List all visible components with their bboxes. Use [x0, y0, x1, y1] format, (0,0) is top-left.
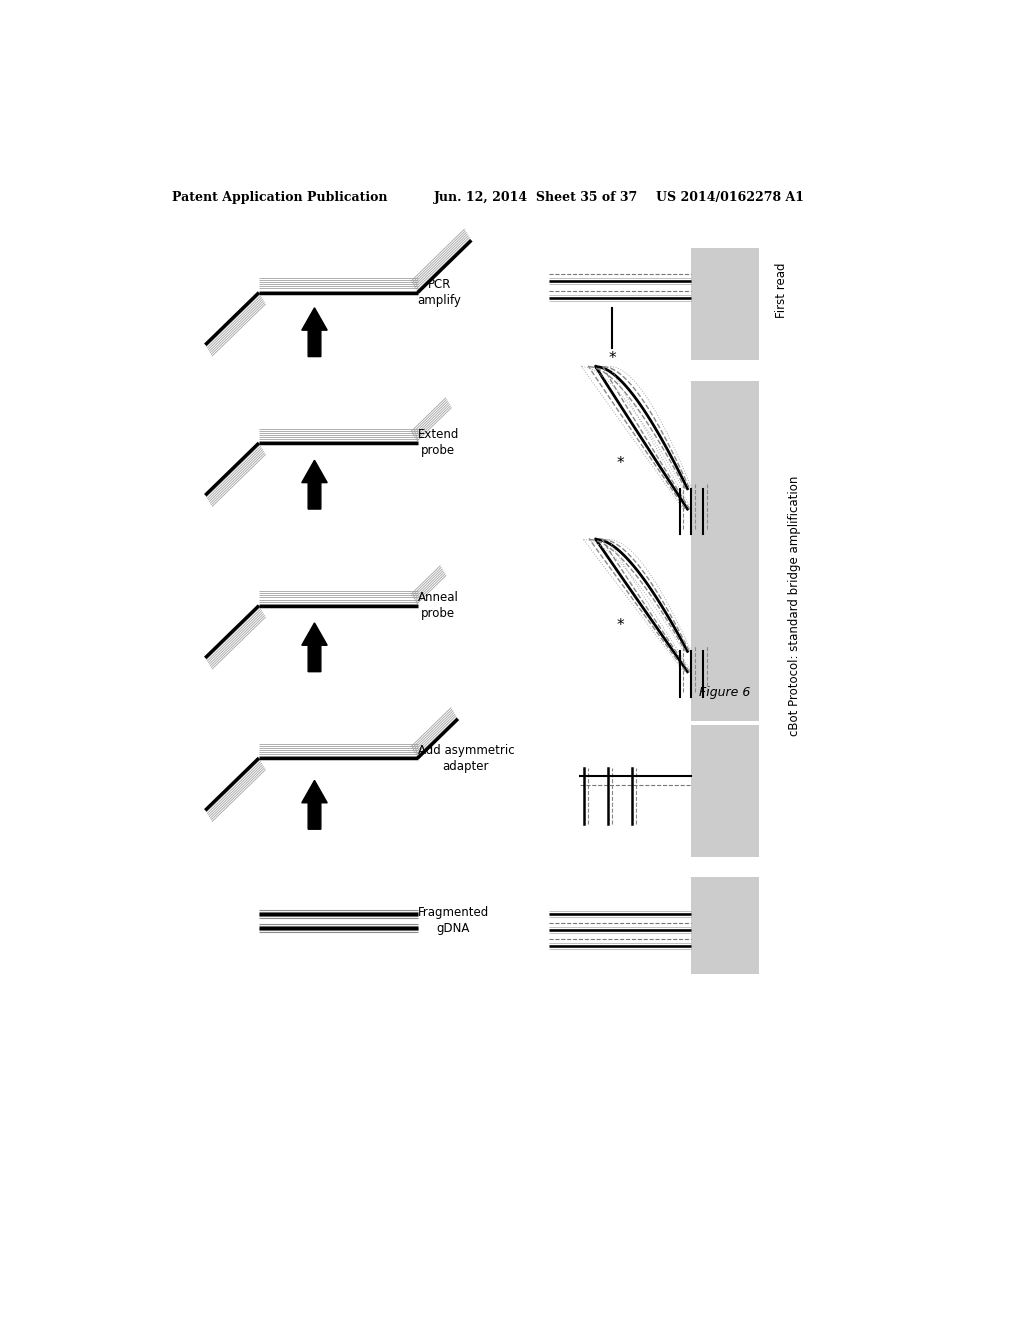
Text: Figure 6: Figure 6: [699, 685, 751, 698]
FancyArrow shape: [302, 623, 328, 672]
Text: Patent Application Publication: Patent Application Publication: [172, 190, 387, 203]
Text: *: *: [616, 619, 624, 634]
Text: US 2014/0162278 A1: US 2014/0162278 A1: [655, 190, 804, 203]
Bar: [691, 878, 759, 974]
Text: *: *: [608, 351, 615, 366]
Text: cBot Protocol: standard bridge amplification: cBot Protocol: standard bridge amplifica…: [788, 475, 801, 735]
Text: Add asymmetric
adapter: Add asymmetric adapter: [418, 743, 514, 772]
Text: Fragmented
gDNA: Fragmented gDNA: [418, 907, 488, 935]
Bar: [691, 248, 759, 359]
Text: Extend
probe: Extend probe: [418, 429, 459, 458]
FancyArrow shape: [302, 780, 328, 829]
Bar: [691, 380, 759, 558]
Bar: [691, 725, 759, 857]
FancyArrow shape: [302, 308, 328, 356]
Text: First read: First read: [775, 263, 787, 318]
Text: *: *: [616, 455, 624, 471]
Bar: [691, 544, 759, 721]
Text: Jun. 12, 2014  Sheet 35 of 37: Jun. 12, 2014 Sheet 35 of 37: [433, 190, 638, 203]
Text: Anneal
probe: Anneal probe: [418, 591, 459, 620]
FancyArrow shape: [302, 461, 328, 510]
Text: PCR
amplify: PCR amplify: [418, 279, 462, 308]
